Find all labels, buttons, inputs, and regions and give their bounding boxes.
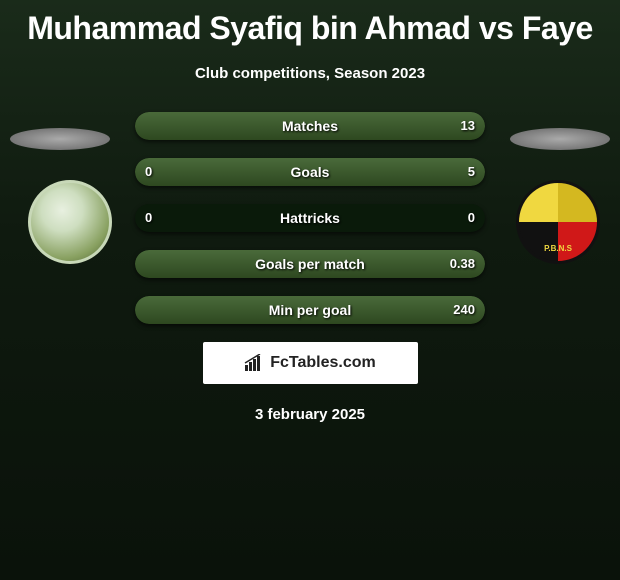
stat-row-gpm: Goals per match 0.38 xyxy=(135,250,485,278)
player-shadow-right xyxy=(510,128,610,150)
stat-label: Goals per match xyxy=(135,250,485,278)
page-title: Muhammad Syafiq bin Ahmad vs Faye xyxy=(0,0,620,47)
brand-box[interactable]: FcTables.com xyxy=(203,342,418,384)
stat-right-value: 0.38 xyxy=(450,250,475,278)
subtitle: Club competitions, Season 2023 xyxy=(0,65,620,82)
stat-label: Matches xyxy=(135,112,485,140)
stat-label: Goals xyxy=(135,158,485,186)
bar-chart-icon xyxy=(244,354,266,372)
stat-right-value: 240 xyxy=(453,296,475,324)
club-badge-right xyxy=(516,180,600,264)
stat-right-value: 0 xyxy=(468,204,475,232)
stat-row-hattricks: 0 Hattricks 0 xyxy=(135,204,485,232)
club-logo-pbns xyxy=(516,180,600,264)
stat-right-value: 5 xyxy=(468,158,475,186)
club-badge-left xyxy=(28,180,112,264)
player-shadow-left xyxy=(10,128,110,150)
club-logo-green xyxy=(28,180,112,264)
stat-label: Hattricks xyxy=(135,204,485,232)
stat-row-goals: 0 Goals 5 xyxy=(135,158,485,186)
stat-row-matches: Matches 13 xyxy=(135,112,485,140)
stat-right-value: 13 xyxy=(461,112,475,140)
stat-label: Min per goal xyxy=(135,296,485,324)
brand-text: FcTables.com xyxy=(270,354,376,372)
stat-row-mpg: Min per goal 240 xyxy=(135,296,485,324)
date-label: 3 february 2025 xyxy=(0,406,620,423)
stats-container: Matches 13 0 Goals 5 0 Hattricks 0 Goals… xyxy=(135,112,485,324)
